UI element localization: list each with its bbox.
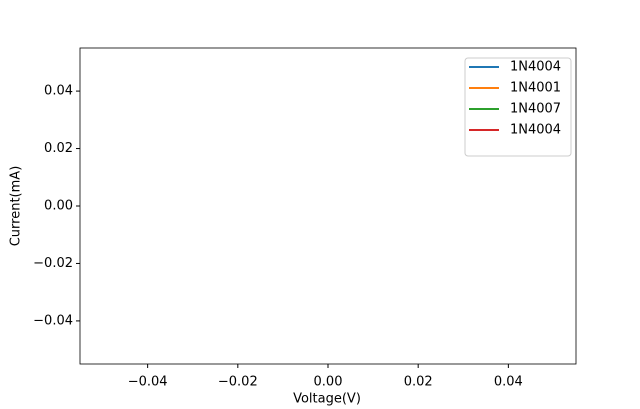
y-tick-label: −0.04	[33, 313, 73, 328]
legend-box	[464, 57, 572, 157]
y-tick-label: 0.00	[44, 199, 73, 214]
x-tick-label: 0.00	[314, 375, 343, 390]
x-tick-label: 0.02	[404, 375, 433, 390]
x-tick-label: −0.04	[128, 375, 168, 390]
legend-label: 1N4001	[510, 81, 561, 96]
y-tick-label: 0.04	[44, 84, 73, 99]
legend-label: 1N4004	[510, 123, 561, 138]
y-tick-label: 0.02	[44, 141, 73, 156]
x-tick-label: 0.04	[494, 375, 523, 390]
y-tick-label: −0.02	[33, 256, 73, 271]
y-axis-label: Current(mA)	[9, 166, 24, 247]
x-tick-label: −0.02	[218, 375, 258, 390]
legend-label: 1N4007	[510, 102, 561, 117]
plot-frame	[79, 47, 577, 365]
x-axis-label: Voltage(V)	[293, 392, 361, 407]
legend-label: 1N4004	[510, 60, 561, 75]
